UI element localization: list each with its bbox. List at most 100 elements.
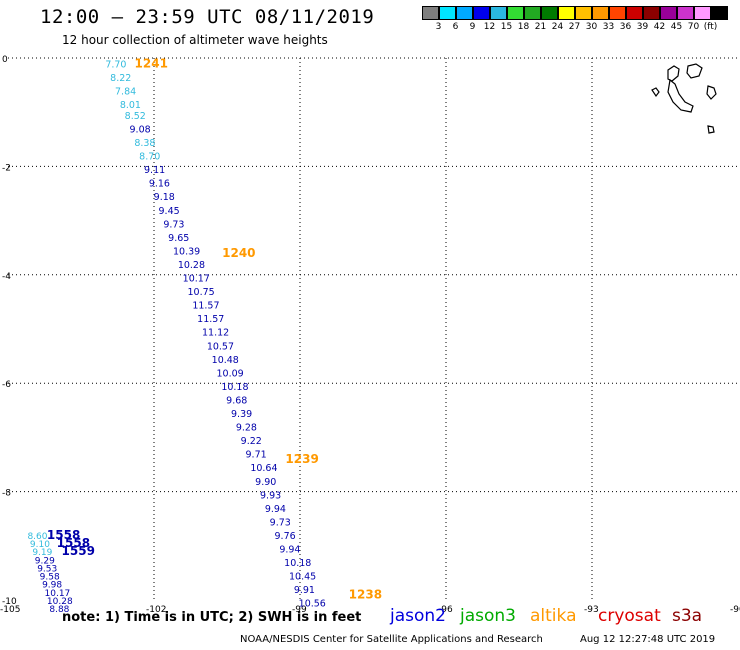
swh-value: 9.93 [260,490,281,501]
swh-value: 9.08 [130,124,151,135]
island-outline [707,125,715,134]
swh-value: 9.90 [255,477,276,488]
swh-value: 9.91 [294,585,315,596]
swh-value: 10.56 [299,599,326,610]
swh-value: 9.65 [168,233,189,244]
legend-swatch [575,6,592,20]
swh-value: 8.38 [134,138,155,149]
pass-time-label: 1558 [47,528,80,542]
pass-time-label: 1238 [349,588,382,602]
satellite-jason3: jason3 [460,606,516,626]
swh-value: 9.39 [231,409,252,420]
pass-time-label: 1241 [135,56,168,70]
y-tick-label: -10 [2,597,17,607]
legend-label: 39 [636,22,649,32]
swh-value: 7.70 [105,59,126,70]
legend-label: 36 [619,22,632,32]
legend-label: 24 [551,22,564,32]
legend-label: 6 [452,22,459,32]
swh-value: 8.22 [110,73,131,84]
x-tick-label: -102 [146,605,166,615]
swh-value: 10.18 [284,558,311,569]
legend-label: 9 [469,22,476,32]
y-tick-label: -2 [2,163,11,173]
island-outline [667,65,680,82]
legend-swatch [677,6,694,20]
pass-time-label: 1240 [222,246,255,260]
swh-value: 11.57 [192,301,219,312]
satellite-s3a: s3a [672,606,703,626]
credit-line: NOAA/NESDIS Center for Satellite Applica… [240,634,543,645]
legend-label: 42 [653,22,666,32]
swh-value: 9.73 [270,517,291,528]
swh-value: 10.09 [217,368,244,379]
swh-value: 8.52 [125,111,146,122]
swh-value: 9.71 [246,450,267,461]
pass-time-label: 1239 [285,452,318,466]
swh-value: 9.22 [241,436,262,447]
legend-label: 21 [534,22,547,32]
pass-time-label: 1558 [57,536,90,550]
legend-label: 18 [517,22,530,32]
swh-value: 10.75 [188,287,215,298]
island-outline [706,85,717,100]
swh-value: 11.57 [197,314,224,325]
swh-value: 9.28 [236,423,257,434]
swh-value: 9.19 [32,548,52,558]
legend-label: 15 [500,22,513,32]
swh-value: 9.58 [40,573,60,583]
swh-value: 10.48 [212,355,239,366]
swh-value: 8.88 [49,605,69,615]
swh-value: 8.60 [27,532,47,542]
swh-value: 10.18 [221,382,248,393]
island-outline [667,78,694,113]
legend-swatch [490,6,507,20]
swh-value: 10.17 [183,274,210,285]
legend-label: 12 [483,22,496,32]
swh-value: 9.45 [159,206,180,217]
swh-value: 9.18 [154,192,175,203]
legend-swatch [439,6,456,20]
swh-value: 9.94 [265,504,286,515]
legend-label: (ft) [703,22,718,32]
satellite-jason2: jason2 [390,606,446,626]
x-tick-label: -90 [730,605,740,615]
swh-value: 8.70 [139,152,160,163]
swh-value: 10.39 [173,246,200,257]
y-tick-label: -6 [2,380,11,390]
satellite-cryosat: cryosat [598,606,661,626]
legend-label: 45 [670,22,683,32]
legend-swatch [694,6,711,20]
x-tick-label: -93 [584,605,599,615]
x-tick-label: -96 [438,605,453,615]
swh-value: 10.64 [250,463,277,474]
legend-swatch [541,6,558,20]
legend-label: 3 [435,22,442,32]
legend-swatch [643,6,660,20]
y-tick-label: 0 [2,55,8,65]
satellite-altika: altika [530,606,577,626]
swh-value: 10.28 [178,260,205,271]
legend-swatch [473,6,490,20]
y-tick-label: -8 [2,489,11,499]
y-tick-label: -4 [2,272,11,282]
x-tick-label: -99 [292,605,307,615]
timestamp: Aug 12 12:27:48 UTC 2019 [580,634,716,645]
swh-value: 9.29 [35,556,55,566]
swh-value: 7.84 [115,87,136,98]
island-outline [651,87,660,98]
legend-swatch [422,6,439,20]
swh-value: 9.73 [163,219,184,230]
swh-value: 10.45 [289,572,316,583]
swh-value: 8.01 [120,100,141,111]
swh-value: 11.12 [202,328,229,339]
swh-value: 9.11 [144,165,165,176]
swh-value: 10.57 [207,341,234,352]
swh-value: 9.76 [275,531,296,542]
x-tick-label: -105 [0,605,20,615]
swh-value: 9.16 [149,179,170,190]
legend-swatch [456,6,473,20]
legend-swatch [592,6,609,20]
island-outline [686,63,703,79]
